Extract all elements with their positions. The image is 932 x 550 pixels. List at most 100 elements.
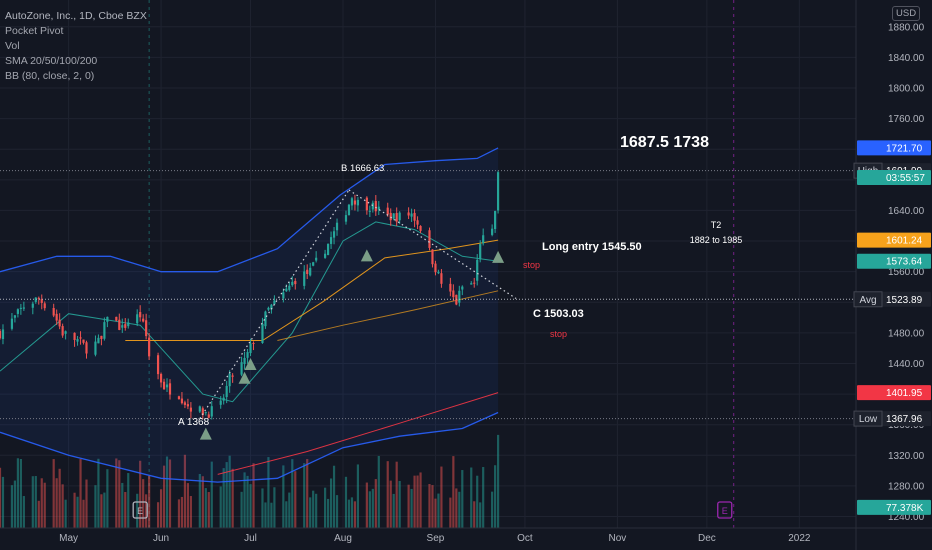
volume-bar	[437, 493, 440, 528]
volume-bar	[168, 459, 172, 528]
volume-bar	[106, 469, 109, 528]
volume-bar	[121, 482, 124, 528]
volume-bar	[261, 488, 264, 528]
candle-body	[261, 323, 264, 344]
price-badge-172170	[857, 140, 931, 156]
candle-body	[344, 215, 348, 222]
volume-bar	[374, 479, 377, 528]
label-stop-1: stop	[523, 260, 540, 270]
series-bb-lower	[0, 411, 499, 483]
y-tick-label: 1760.00	[888, 114, 925, 125]
legend-pocket-pivot[interactable]: Pocket Pivot	[5, 25, 64, 37]
candle-body	[494, 211, 497, 230]
volume-bar	[115, 458, 118, 528]
volume-bar	[156, 502, 160, 528]
price-axis: 1240.001280.001320.001360.001400.001440.…	[855, 0, 932, 550]
x-tick-label: Aug	[334, 533, 352, 544]
candle-body	[452, 290, 455, 298]
price-badge-160124-value: 1601.24	[886, 236, 923, 247]
volume-bar	[52, 459, 55, 528]
volume-bar	[180, 496, 184, 528]
volume-bar	[309, 497, 312, 528]
candle-body	[207, 414, 210, 418]
legend-bb[interactable]: BB (80, close, 2, 0)	[5, 70, 95, 82]
candle-body	[180, 398, 184, 404]
volume-bar	[198, 473, 201, 528]
candle-body	[64, 331, 67, 334]
y-tick-label: 1240.00	[888, 512, 925, 523]
candle-body	[73, 332, 76, 340]
x-tick-label: Dec	[698, 533, 716, 544]
volume-bar	[40, 478, 43, 528]
candle-body	[353, 200, 357, 205]
volume-bar	[326, 498, 330, 528]
volume-bar	[332, 465, 336, 528]
volume-bar	[61, 484, 64, 528]
legend-title[interactable]: AutoZone, Inc., 1D, Cboe BZX	[5, 10, 147, 22]
candle-body	[419, 225, 422, 231]
candle-body	[437, 271, 440, 274]
volume-bar	[1, 476, 5, 528]
legend-volume[interactable]: Vol	[5, 40, 20, 52]
candle-body	[121, 325, 124, 328]
volume-bar	[496, 434, 500, 528]
candle-body	[118, 319, 121, 330]
candle-body	[165, 384, 169, 388]
price-badge-77378K-value: 77.378K	[886, 503, 924, 514]
price-axis-bg	[856, 0, 932, 550]
candle-body	[285, 288, 288, 292]
y-tick-label: 1800.00	[888, 84, 925, 95]
volume-bar	[177, 499, 181, 528]
volume-bar	[222, 468, 225, 528]
earnings-marker-1	[132, 501, 148, 519]
candle-body	[332, 231, 336, 238]
candle-body	[291, 281, 294, 286]
volume-bar	[55, 478, 58, 528]
volume-bar	[335, 495, 339, 528]
bollinger-band-area	[0, 147, 499, 483]
pocket-pivot-marker	[244, 358, 257, 371]
candle-body	[431, 249, 434, 265]
candle-body	[106, 316, 109, 322]
candle-body	[156, 355, 160, 375]
y-tick-label: 1280.00	[888, 481, 925, 492]
label-b: B 1666.63	[341, 163, 384, 174]
candle-body	[309, 267, 312, 276]
candle-body	[85, 342, 88, 354]
pocket-pivot-marker	[360, 249, 373, 262]
legend-sma[interactable]: SMA 20/50/100/200	[5, 55, 98, 67]
volume-bar	[410, 488, 413, 528]
volume-bar	[392, 493, 395, 528]
candle-body	[273, 300, 276, 305]
candle-body	[335, 222, 339, 231]
volume-bar	[243, 472, 246, 528]
trendline-a-b	[199, 189, 350, 419]
candle-body	[124, 324, 127, 328]
label-targets: 1687.5 1738	[620, 134, 709, 151]
label-stop-2: stop	[550, 329, 567, 339]
volume-bar	[267, 457, 270, 528]
candle-body	[377, 206, 380, 210]
volume-bar	[294, 471, 297, 528]
candle-body	[294, 280, 297, 285]
bollinger-fill	[0, 147, 499, 483]
candle-body	[148, 337, 151, 357]
volume-bar	[273, 487, 276, 528]
candle-body	[324, 253, 327, 258]
volume-bar	[240, 491, 243, 528]
volume-bar	[219, 486, 222, 528]
currency-badge[interactable]: USD	[892, 6, 921, 21]
volume-bar	[264, 502, 267, 528]
volume-bar	[82, 499, 85, 528]
candle-body	[282, 292, 285, 299]
volume-bar	[145, 494, 148, 528]
candle-body	[201, 408, 204, 415]
volume-bar	[350, 497, 354, 528]
candle-body	[22, 307, 25, 309]
volume-bar	[482, 467, 485, 528]
volume-bar	[165, 456, 169, 528]
y-tick-label: 1440.00	[888, 359, 925, 370]
candle-body	[461, 286, 464, 290]
candle-body	[434, 263, 437, 273]
